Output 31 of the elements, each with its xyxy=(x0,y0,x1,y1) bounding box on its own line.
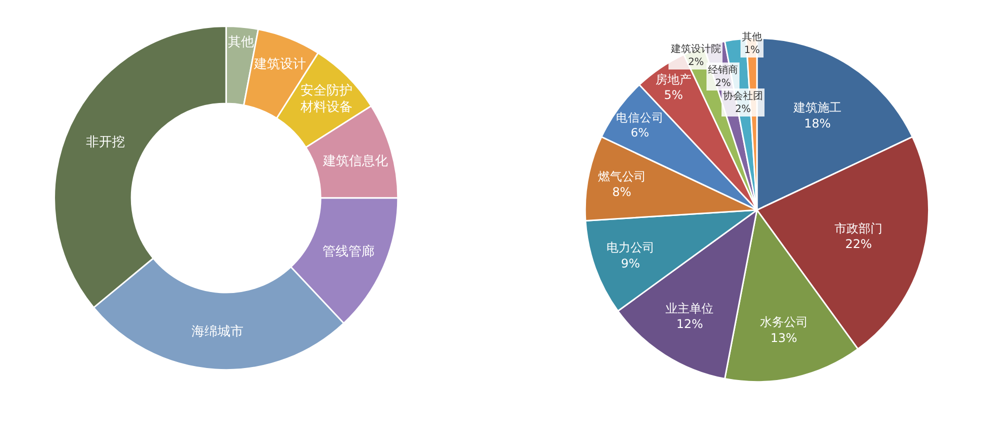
slice-label: 建筑施工 xyxy=(792,100,842,115)
slice-label: 市政部门 xyxy=(834,221,883,236)
data-label: 8% xyxy=(612,185,632,200)
data-label: 13% xyxy=(770,330,798,345)
data-label: 2% xyxy=(735,104,751,115)
slice-label: 海绵城市 xyxy=(192,323,244,338)
slice-label: 经销商 xyxy=(708,64,738,76)
slice-label: 安全防护材料设备 xyxy=(299,82,352,114)
data-label: 6% xyxy=(630,125,650,140)
data-label: 2% xyxy=(688,57,704,68)
slice-label: 其他 xyxy=(228,35,254,50)
slice-label: 建筑设计 xyxy=(252,56,306,71)
slice-label: 水务公司 xyxy=(760,315,808,330)
slice-label: 建筑信息化 xyxy=(322,153,388,168)
data-label: 22% xyxy=(845,236,872,251)
slice-label: 电信公司 xyxy=(616,110,664,124)
data-label: 2% xyxy=(715,78,731,89)
slice-label: 电力公司 xyxy=(606,240,655,255)
slice-label: 非开挖 xyxy=(86,134,126,149)
slice-label: 其他 xyxy=(742,31,762,43)
data-label: 9% xyxy=(621,256,640,270)
slice-label: 协会社团 xyxy=(723,90,763,102)
slice-label: 燃气公司 xyxy=(598,169,646,184)
data-label: 5% xyxy=(664,88,683,102)
slice-label: 管线管廊 xyxy=(322,243,374,258)
slice-label: 房地产 xyxy=(655,72,692,86)
slice-label: 建筑设计院 xyxy=(670,43,721,55)
data-label: 1% xyxy=(744,45,760,56)
slice-label: 业主单位 xyxy=(666,301,714,316)
data-label: 12% xyxy=(676,316,703,331)
data-label: 18% xyxy=(804,116,831,130)
